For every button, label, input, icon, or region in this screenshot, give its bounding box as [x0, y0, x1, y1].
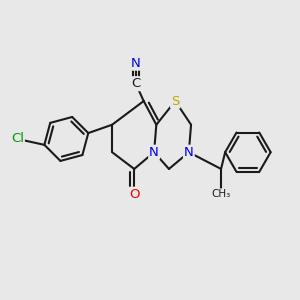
Text: S: S	[171, 94, 179, 108]
Text: N: N	[184, 146, 194, 159]
Text: Cl: Cl	[11, 132, 24, 146]
Text: N: N	[131, 57, 141, 70]
Text: CH₃: CH₃	[212, 189, 231, 199]
Text: N: N	[149, 146, 159, 159]
Text: C: C	[131, 77, 140, 90]
Text: O: O	[129, 188, 140, 201]
